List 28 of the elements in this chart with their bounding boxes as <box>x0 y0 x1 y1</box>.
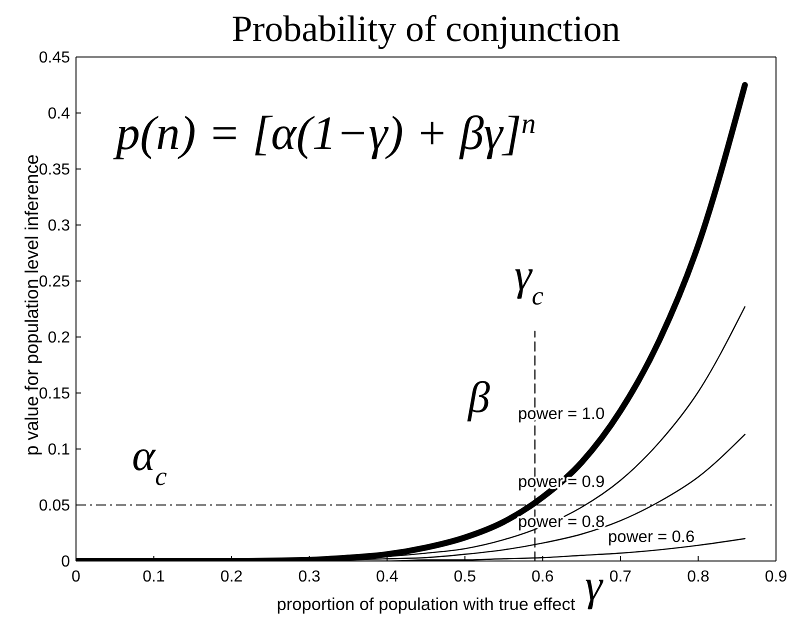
y-tick-label: 0.2 <box>48 330 70 347</box>
y-tick-label: 0.05 <box>38 498 70 515</box>
x-tick-label: 0.8 <box>687 568 710 586</box>
chart-title: Probability of conjunction <box>232 9 620 50</box>
annotation: p(n) = [α(1−γ) + βγ]$^{n}$ <box>113 107 536 160</box>
series-label: power = 0.6 <box>608 528 695 546</box>
x-tick-label: 0.4 <box>376 568 398 586</box>
x-tick-label: 0.3 <box>298 568 321 586</box>
y-tick-label: 0 <box>61 554 70 571</box>
x-tick-label: 0.9 <box>764 568 788 586</box>
ref-line-label: α$_{c}$ <box>132 431 168 491</box>
annotation: γ <box>585 561 604 610</box>
x-axis-title: proportion of population with true effect <box>276 594 576 614</box>
series-label: power = 1.0 <box>518 405 605 423</box>
x-tick-label: 0.5 <box>454 568 476 586</box>
annotation: β <box>467 373 490 422</box>
x-tick-label: 0.6 <box>532 568 554 586</box>
annotation: γ$_{c}$ <box>514 250 544 310</box>
y-tick-label: 0.25 <box>38 274 70 291</box>
y-tick-label: 0.3 <box>48 218 70 235</box>
y-tick-label: 0.35 <box>38 162 70 179</box>
x-tick-label: 0.2 <box>220 568 243 586</box>
x-tick-label: 0.1 <box>142 568 165 586</box>
y-tick-label: 0.4 <box>48 106 70 123</box>
y-tick-label: 0.45 <box>38 50 70 67</box>
x-tick-label: 0.7 <box>609 568 632 586</box>
y-tick-label: 0.1 <box>48 442 70 459</box>
y-tick-label: 0.15 <box>38 386 70 403</box>
